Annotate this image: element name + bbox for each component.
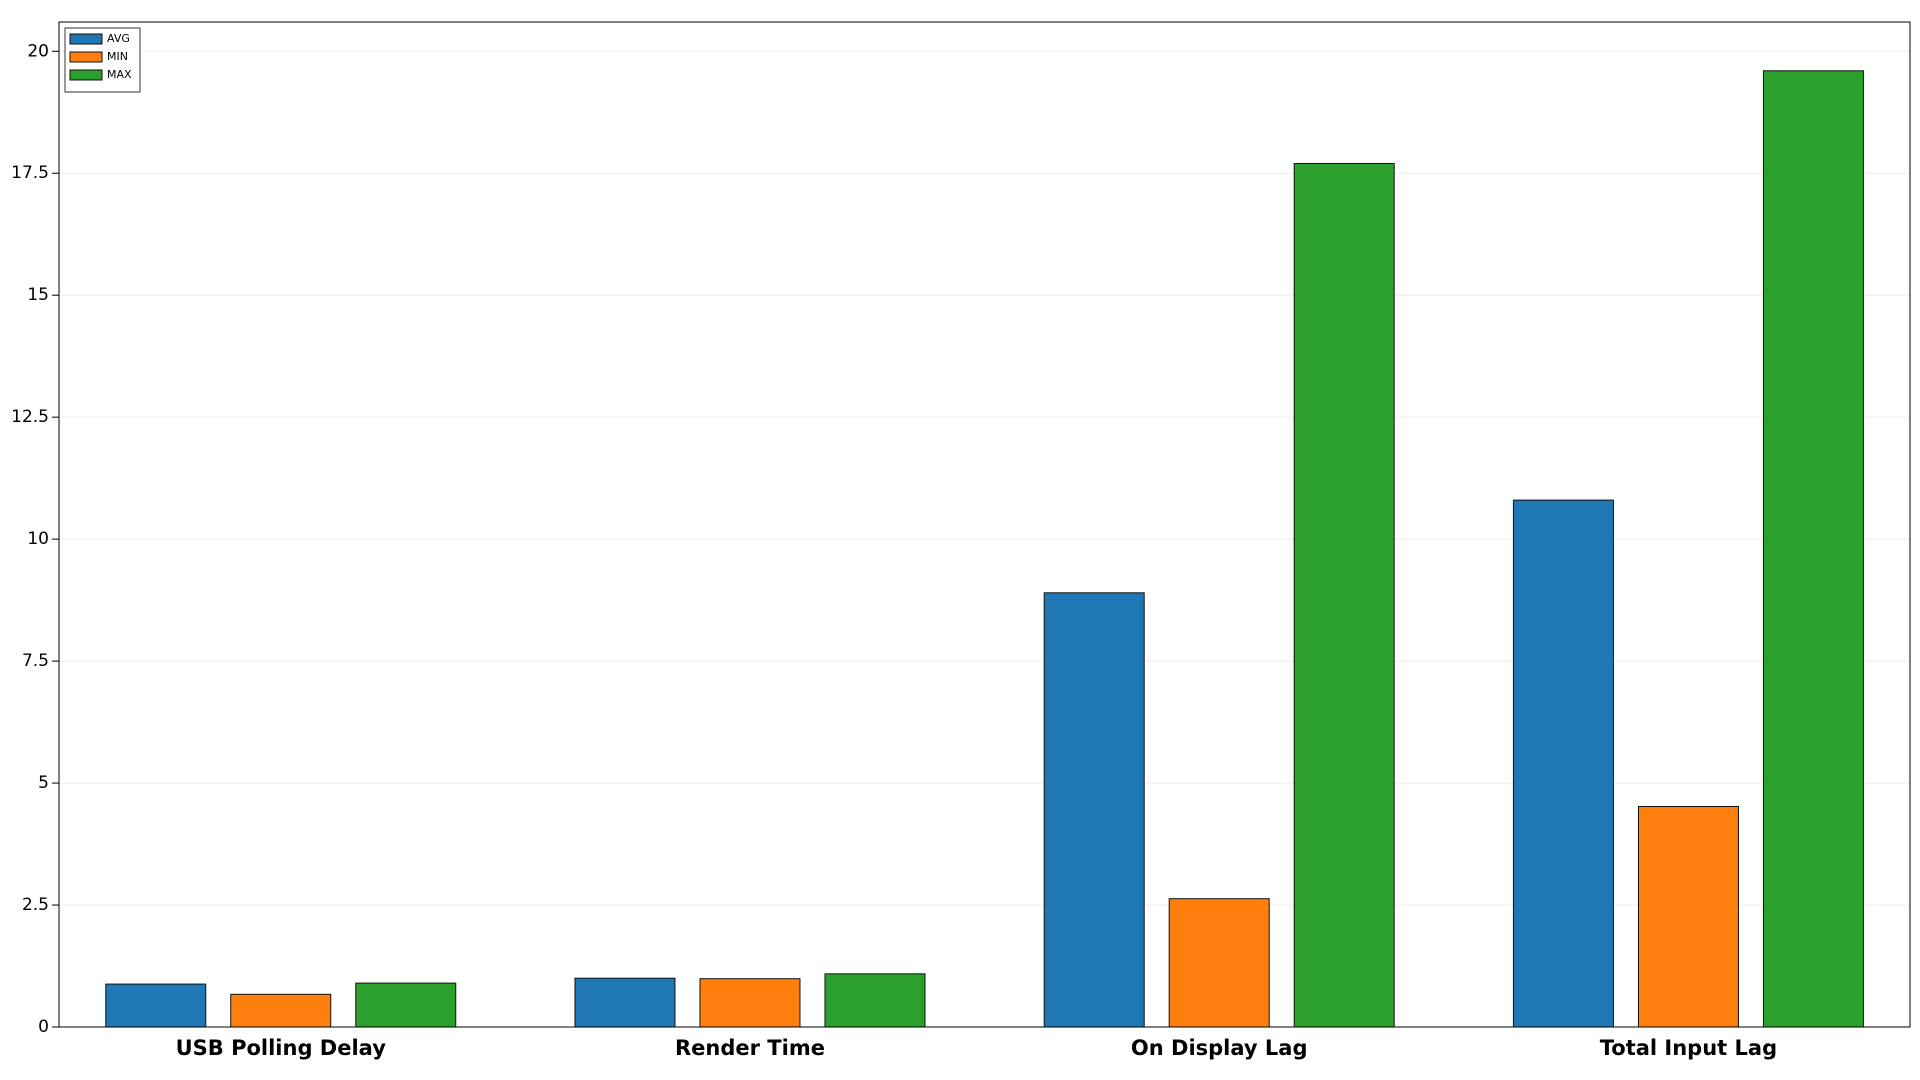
bar	[1043, 592, 1145, 1028]
legend: AVG MIN MAX	[64, 27, 141, 93]
x-tick-label: USB Polling Delay	[176, 1036, 387, 1060]
y-tick-label: 5	[38, 773, 49, 793]
y-tick-label: 2.5	[22, 895, 49, 915]
legend-label: MAX	[107, 68, 132, 81]
bar	[1512, 499, 1614, 1028]
y-tick-label: 17.5	[11, 163, 49, 183]
legend-label: AVG	[107, 32, 130, 45]
legend-swatch	[69, 69, 103, 81]
bar	[824, 973, 926, 1028]
bar	[574, 977, 676, 1028]
bar	[1637, 805, 1739, 1028]
y-tick-label: 10	[27, 529, 49, 549]
x-tick-label: Total Input Lag	[1600, 1036, 1777, 1060]
bar	[1168, 898, 1270, 1028]
bar	[230, 993, 332, 1028]
y-tick-label: 7.5	[22, 651, 49, 671]
y-tick-label: 15	[27, 285, 49, 305]
legend-label: MIN	[107, 50, 128, 63]
x-tick-label: On Display Lag	[1131, 1036, 1308, 1060]
bar	[355, 982, 457, 1028]
bar	[1293, 162, 1395, 1028]
plot-frame	[58, 21, 1911, 1028]
x-tick-label: Render Time	[675, 1036, 825, 1060]
y-tick-label: 0	[38, 1017, 49, 1037]
legend-swatch	[69, 33, 103, 45]
bar	[1762, 70, 1864, 1028]
y-tick-label: 20	[27, 41, 49, 61]
bar	[105, 983, 207, 1028]
y-tick-label: 12.5	[11, 407, 49, 427]
legend-swatch	[69, 51, 103, 63]
bar	[699, 978, 801, 1028]
